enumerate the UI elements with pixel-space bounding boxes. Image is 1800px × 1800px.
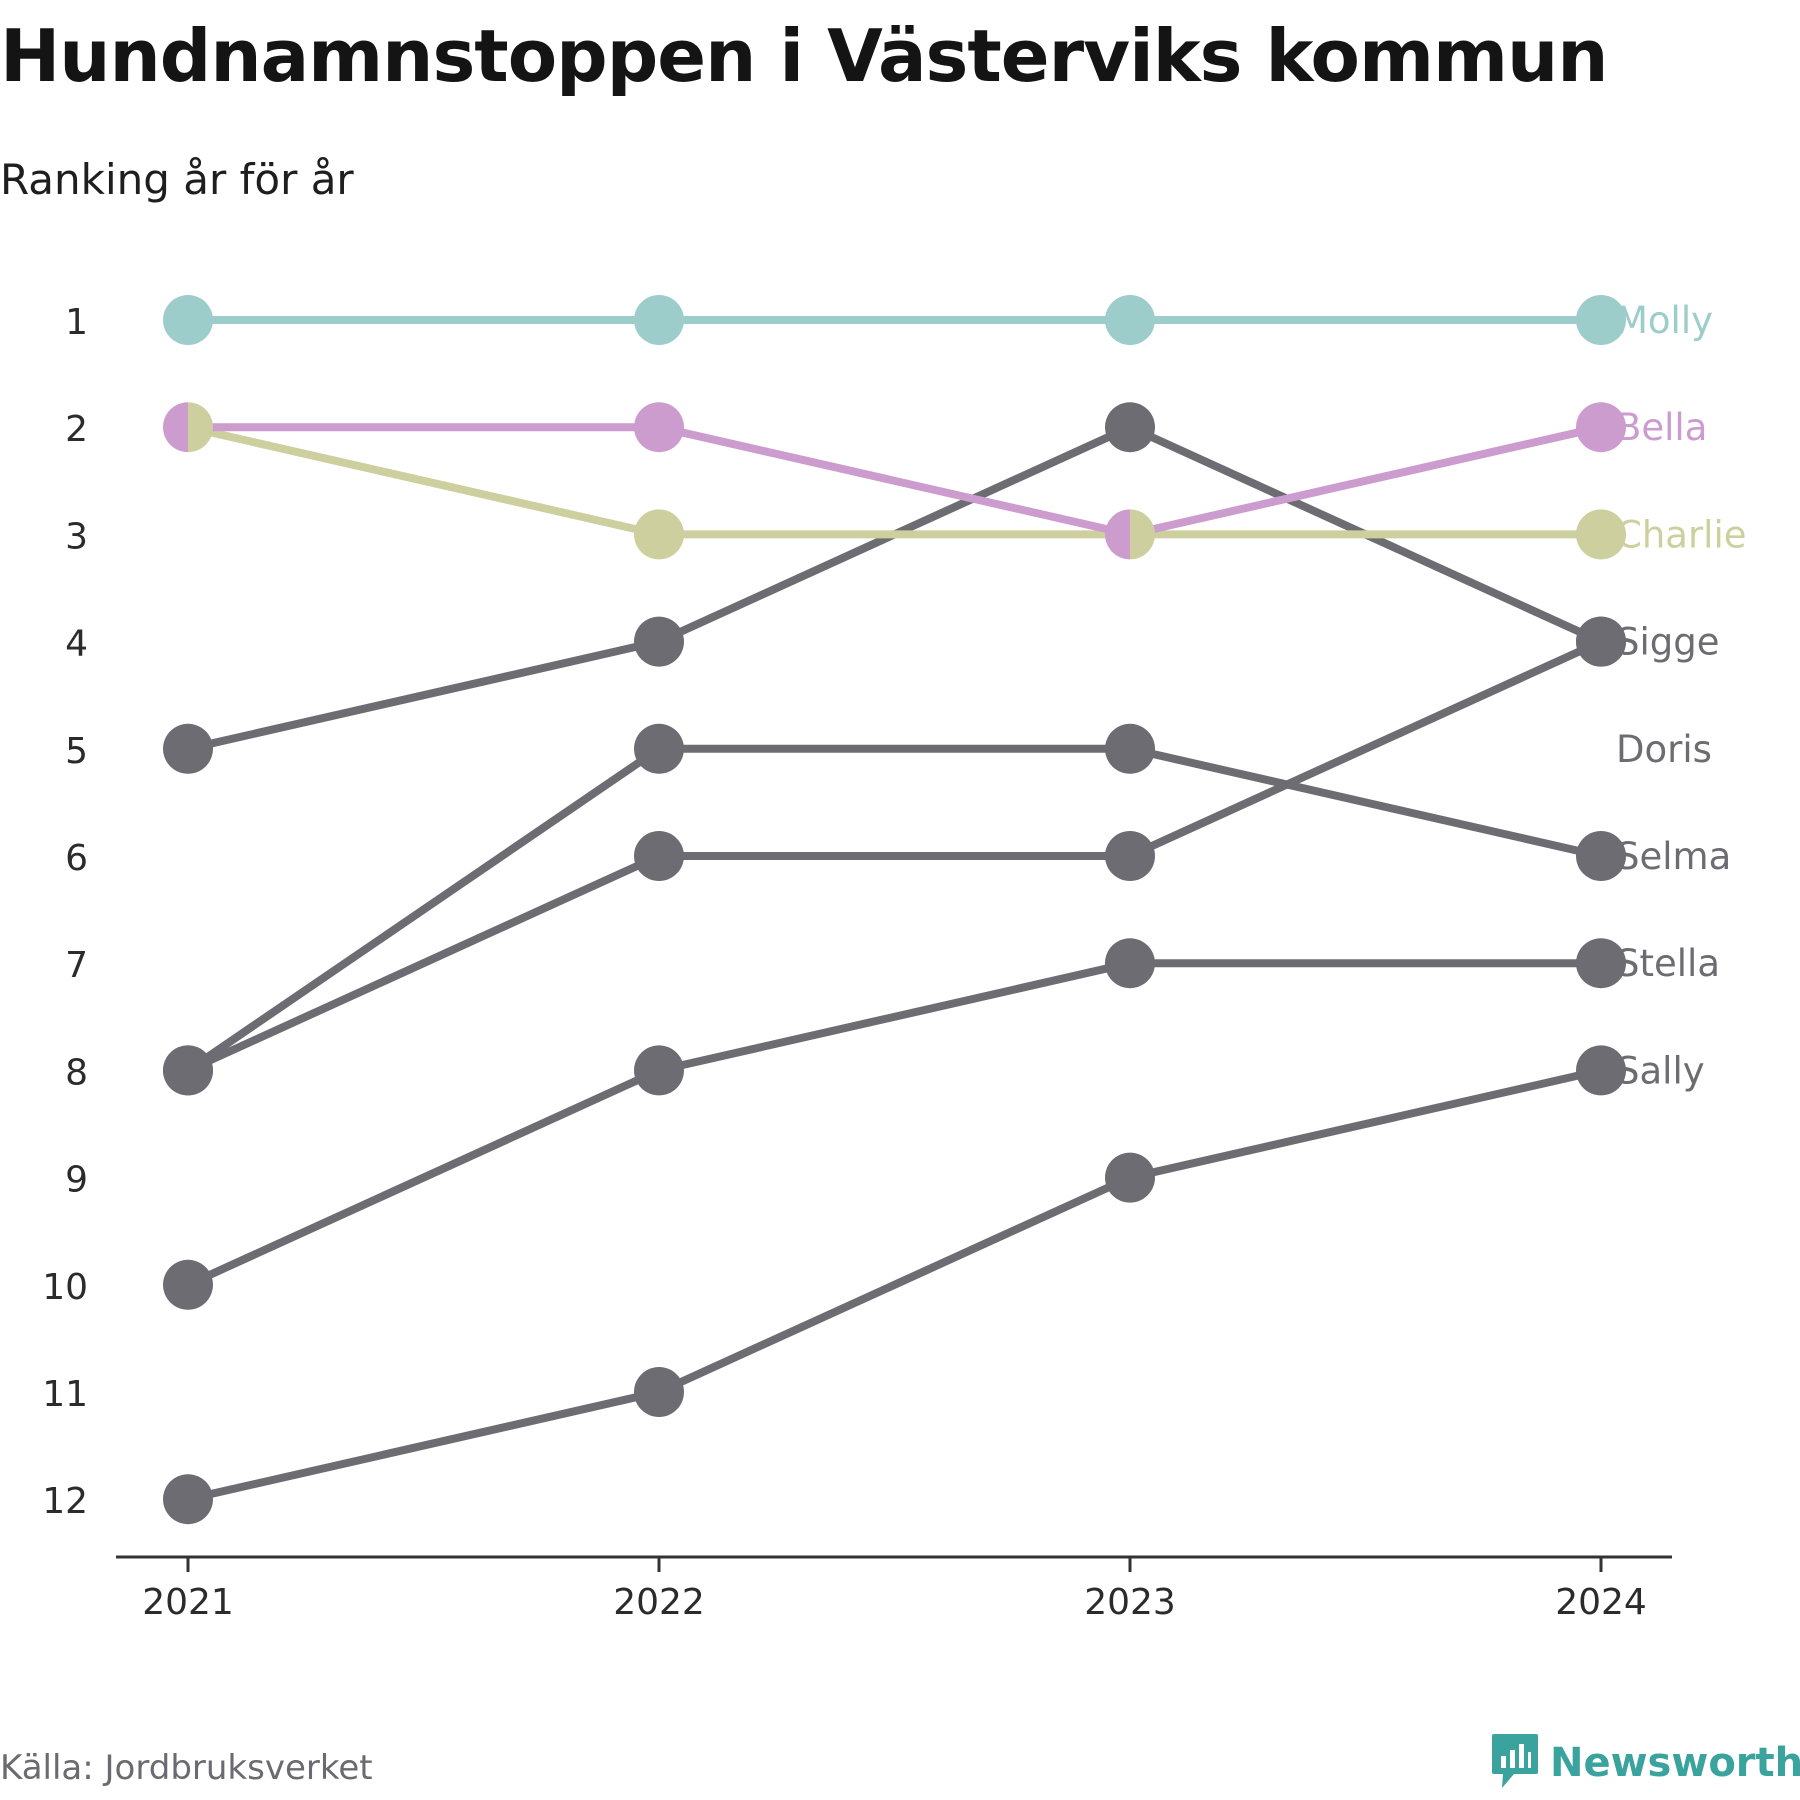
- series-line-sally: [184, 1066, 1605, 1504]
- point-doris: [1105, 402, 1155, 453]
- point-bella: [1105, 509, 1130, 560]
- point-charlie: [1130, 509, 1155, 560]
- point-selma: [634, 723, 684, 774]
- point-bella: [1576, 402, 1626, 453]
- end-label-molly: Molly: [1616, 299, 1713, 342]
- end-label-sally: Sally: [1616, 1049, 1705, 1092]
- point-molly: [163, 295, 213, 345]
- y-tick-label: 6: [65, 838, 88, 879]
- end-label-selma: Selma: [1616, 835, 1731, 878]
- point-molly: [1576, 295, 1626, 345]
- y-tick-label: 10: [42, 1267, 88, 1308]
- point-bella: [163, 402, 188, 453]
- point-charlie: [634, 509, 684, 560]
- brand-logo[interactable]: Newsworthy: [1490, 1732, 1800, 1794]
- point-sigge: [1105, 831, 1155, 881]
- y-tick-label: 7: [65, 945, 88, 986]
- point-selma: [163, 1045, 213, 1096]
- point-sally: [163, 1474, 213, 1525]
- brand-name: Newsworthy: [1550, 1740, 1800, 1786]
- point-charlie: [1576, 509, 1626, 560]
- point-sigge: [634, 831, 684, 881]
- end-label-stella: Stella: [1616, 942, 1720, 985]
- y-tick-label: 1: [65, 302, 88, 343]
- series-line-sigge: [184, 637, 1605, 1075]
- end-label-bella: Bella: [1616, 406, 1707, 449]
- series-line-bella: [184, 423, 1605, 539]
- chart-subtitle: Ranking år för år: [0, 155, 354, 204]
- x-tick-label: 2022: [613, 1582, 705, 1623]
- point-doris: [163, 723, 213, 774]
- point-selma: [1576, 831, 1626, 881]
- series-line-selma: [184, 744, 1605, 1075]
- point-doris: [634, 616, 684, 667]
- point-sally: [634, 1367, 684, 1417]
- series-line-stella: [184, 959, 1605, 1289]
- point-bella: [634, 402, 684, 453]
- series-lines: [184, 316, 1605, 1504]
- point-sally: [1105, 1152, 1155, 1203]
- point-stella: [634, 1045, 684, 1096]
- y-tick-label: 2: [65, 409, 88, 450]
- point-stella: [1576, 938, 1626, 989]
- point-selma: [1105, 723, 1155, 774]
- point-stella: [1105, 938, 1155, 989]
- point-molly: [634, 295, 684, 345]
- y-tick-label: 5: [65, 731, 88, 772]
- y-tick-label: 3: [65, 516, 88, 557]
- y-tick-label: 9: [65, 1160, 88, 1201]
- end-labels: Molly Bella Charlie Sigge Doris Selma Stella Sa…: [1616, 299, 1747, 1092]
- y-tick-label: 8: [65, 1052, 88, 1093]
- point-sally: [1576, 1045, 1626, 1096]
- end-label-sigge: Sigge: [1616, 621, 1720, 664]
- source-note: Källa: Jordbruksverket: [0, 1748, 373, 1788]
- x-tick-label: 2023: [1084, 1582, 1176, 1623]
- point-stella: [163, 1259, 213, 1310]
- point-doris: [1576, 616, 1626, 667]
- end-label-charlie: Charlie: [1616, 513, 1747, 556]
- point-charlie: [188, 402, 213, 453]
- series-line-charlie: [184, 423, 1605, 539]
- end-label-doris: Doris: [1616, 728, 1712, 771]
- series-points: [163, 295, 1626, 1525]
- x-axis: 2021 2022 2023 2024: [116, 1555, 1672, 1623]
- y-tick-label: 11: [42, 1374, 88, 1415]
- y-tick-label: 4: [65, 624, 88, 665]
- chart-title: Hundnamnstoppen i Västerviks kommun: [0, 14, 1609, 98]
- y-tick-label: 12: [42, 1481, 88, 1522]
- point-molly: [1105, 295, 1155, 345]
- x-tick-label: 2021: [142, 1582, 234, 1623]
- x-tick-label: 2024: [1555, 1582, 1647, 1623]
- bar-chart-speech-bubble-icon: [1490, 1732, 1540, 1794]
